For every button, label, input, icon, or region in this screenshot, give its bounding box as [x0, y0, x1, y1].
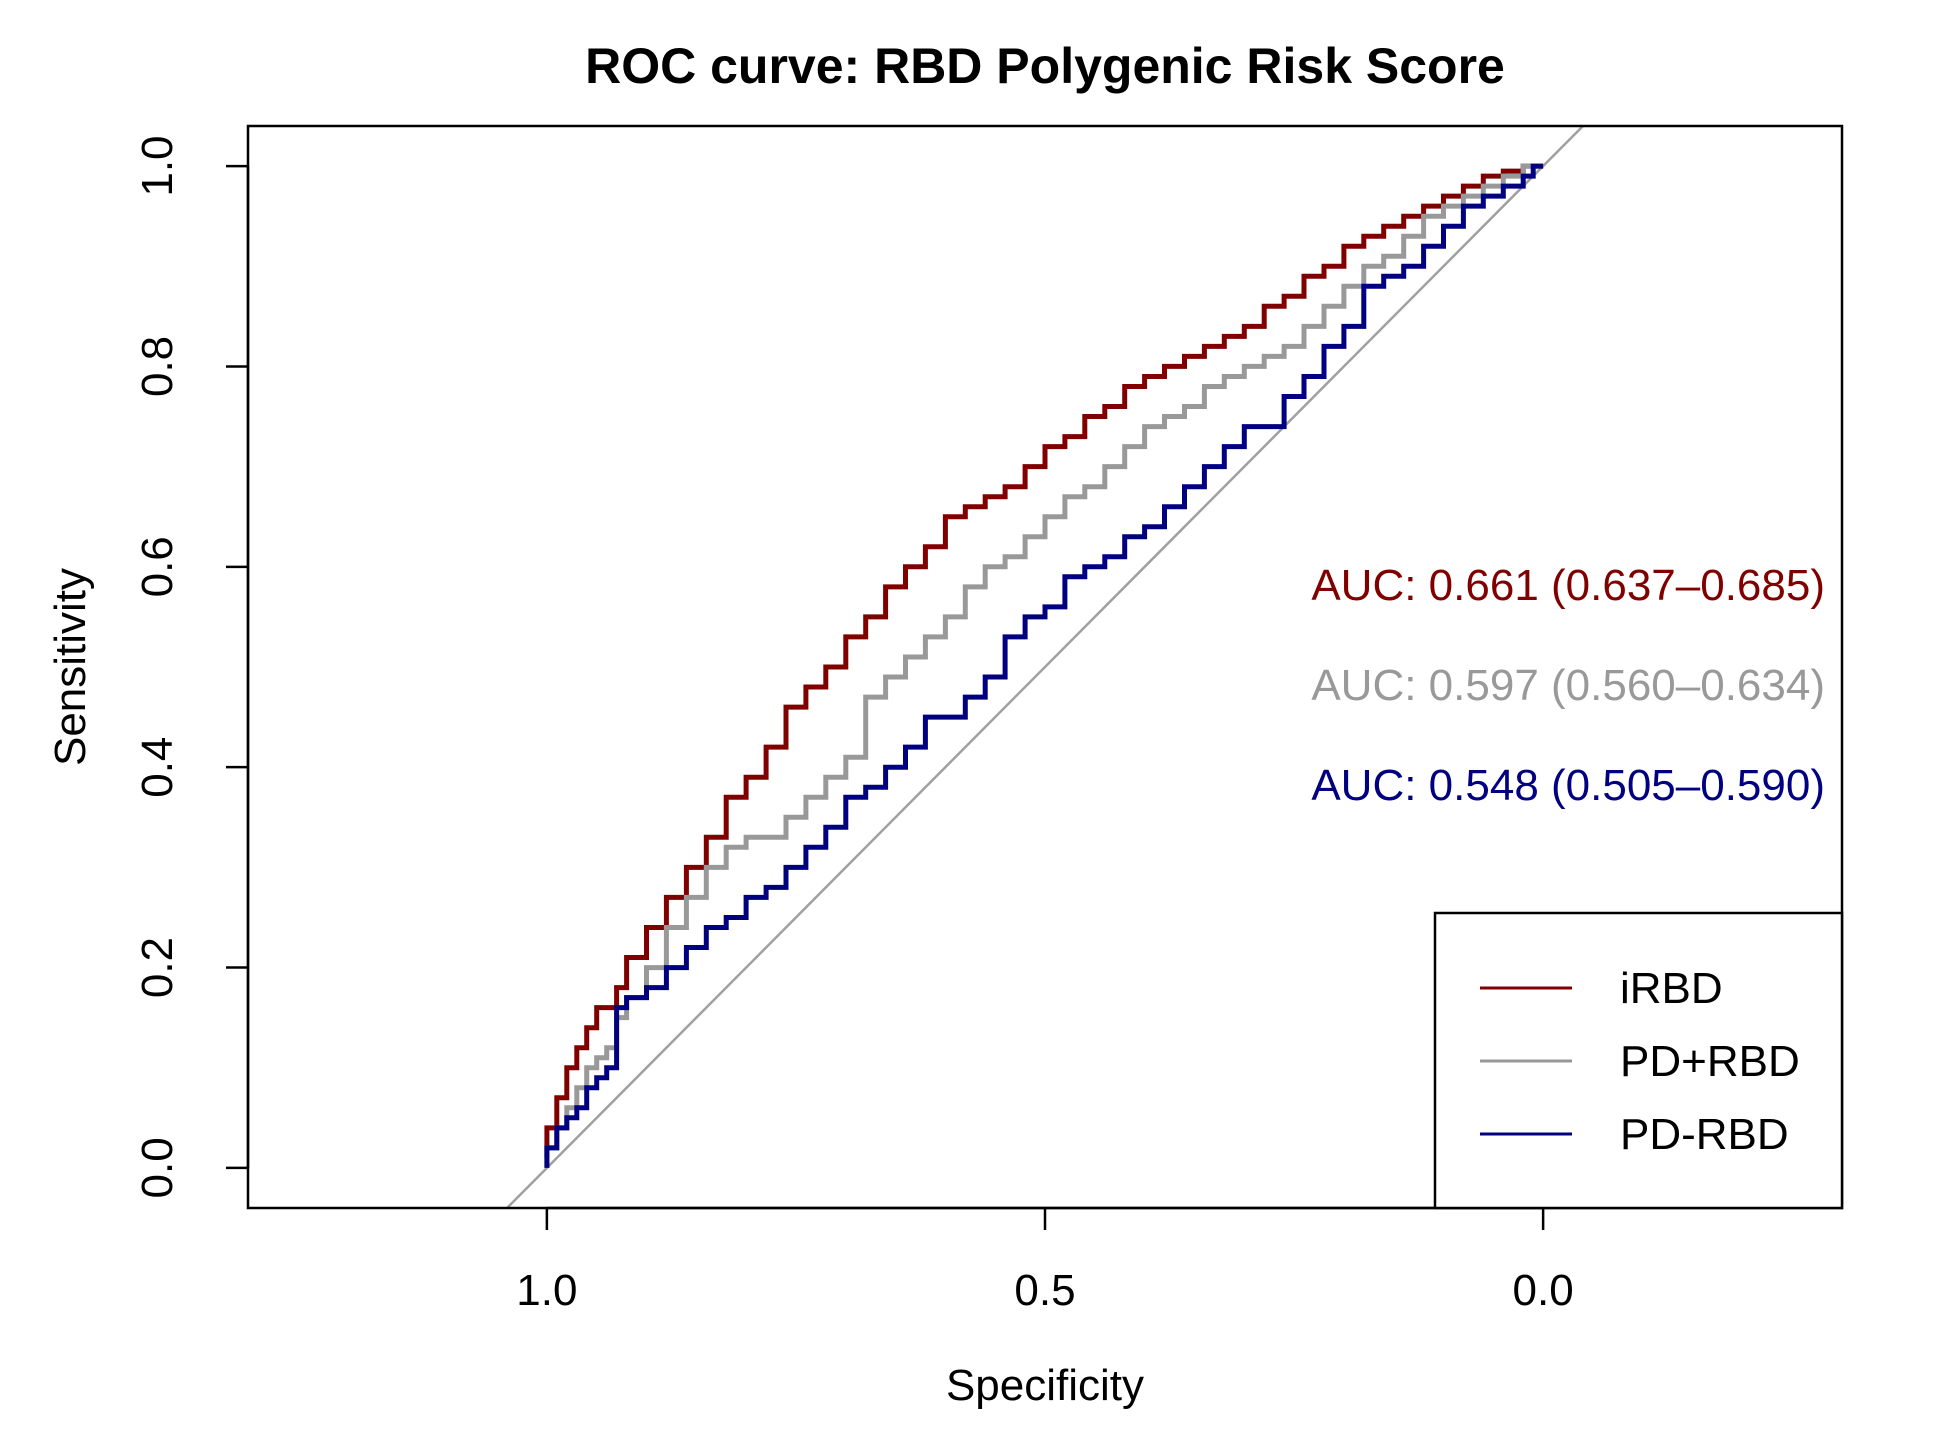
auc-label-2: AUC: 0.548 (0.505–0.590) [1311, 761, 1825, 810]
legend: iRBD PD+RBD PD-RBD [1433, 911, 1844, 1210]
auc-label-1: AUC: 0.597 (0.560–0.634) [1311, 661, 1825, 710]
x-tick-label: 1.0 [516, 1266, 577, 1315]
y-tick-label: 0.2 [133, 937, 182, 998]
legend-label-0: iRBD [1620, 964, 1723, 1013]
y-tick-label: 0.6 [133, 536, 182, 597]
y-tick-label: 0.4 [133, 737, 182, 798]
y-tick-label: 0.8 [133, 336, 182, 397]
auc-annotations: AUC: 0.661 (0.637–0.685) AUC: 0.597 (0.56… [1311, 561, 1825, 810]
x-axis-label: Specificity [946, 1361, 1144, 1410]
legend-label-1: PD+RBD [1620, 1037, 1800, 1086]
y-axis-label: Sensitivity [46, 568, 95, 766]
x-tick-label: 0.0 [1513, 1266, 1574, 1315]
roc-series-line-2 [544, 163, 1544, 1168]
y-tick-label: 0.0 [133, 1137, 182, 1198]
axes-layer: 1.0 0.5 0.0 0.0 0.2 0.4 0.6 0.8 1.0 [133, 135, 1574, 1315]
legend-entries: iRBD PD+RBD PD-RBD [1480, 964, 1800, 1159]
auc-label-0: AUC: 0.661 (0.637–0.685) [1311, 561, 1825, 610]
roc-series-line-0 [544, 163, 1544, 1158]
x-tick-label: 0.5 [1014, 1266, 1075, 1315]
diagonal-reference-line [505, 126, 1585, 1208]
plot-data-layer [505, 126, 1585, 1208]
chart-title: ROC curve: RBD Polygenic Risk Score [585, 38, 1505, 94]
legend-label-2: PD-RBD [1620, 1110, 1789, 1159]
y-tick-label: 1.0 [133, 135, 182, 196]
